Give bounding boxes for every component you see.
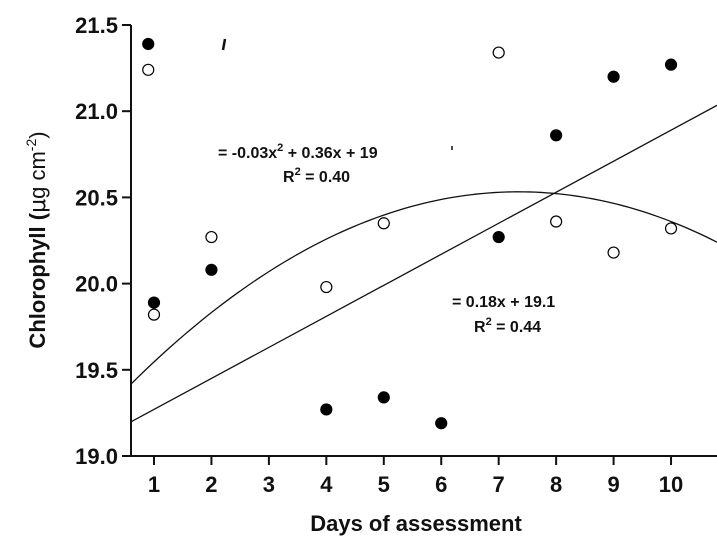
y-tick-label: 20.5 <box>75 185 118 210</box>
data-points <box>142 37 678 430</box>
fit-lines <box>130 104 717 423</box>
filled-data-point <box>607 70 620 83</box>
filled-data-point <box>492 230 505 244</box>
quadratic-fit-curve <box>130 191 717 385</box>
linear-r2-main: R <box>474 319 486 336</box>
quadratic-r2-label: R2 = 0.40 <box>283 166 350 186</box>
y-axis-title-close: ) <box>25 131 50 138</box>
open-data-point <box>607 246 620 259</box>
x-tick-label: 10 <box>659 472 683 497</box>
filled-data-point <box>377 391 390 404</box>
filled-data-point <box>550 129 563 142</box>
filled-data-point <box>205 263 218 276</box>
y-tick-label: 20.0 <box>75 272 118 297</box>
quadratic-equation-rest: + 0.36x + 19 <box>283 145 377 162</box>
y-axis-title-unit: g cm <box>25 151 50 199</box>
linear-r2-label: R2 = 0.44 <box>474 316 541 336</box>
x-tick-label: 4 <box>320 472 333 497</box>
filled-data-point <box>320 403 333 416</box>
x-tick-label: 3 <box>263 472 275 497</box>
y-tick-label: 21.0 <box>75 99 118 124</box>
open-data-point <box>664 222 678 235</box>
y-ticks: 19.0 19.5 20.0 20.5 21.0 21.5 <box>75 13 131 469</box>
quadratic-equation-label: = -0.03x2 + 0.36x + 19 <box>218 142 378 162</box>
y-tick-label: 21.5 <box>75 13 118 38</box>
x-ticks: 1 2 3 4 5 6 7 8 9 10 <box>148 456 683 497</box>
filled-data-point <box>664 58 678 71</box>
x-tick-label: 7 <box>493 472 505 497</box>
quadratic-r2-value: = 0.40 <box>301 169 350 186</box>
plot-area: 19.0 19.5 20.0 20.5 21.0 21.5 1 2 3 4 5 6 7 8 9 10 <box>75 13 717 497</box>
y-tick-label: 19.0 <box>75 444 118 469</box>
x-tick-label: 8 <box>550 472 562 497</box>
open-data-point <box>377 217 390 230</box>
x-axis-title: Days of assessment <box>310 511 522 536</box>
y-axis-title-main: Chlorophyll ( <box>25 212 50 348</box>
linear-equation-label: = 0.18x + 19.1 <box>452 294 555 311</box>
quadratic-r2-exponent: 2 <box>295 166 301 178</box>
open-data-point <box>492 46 505 59</box>
y-tick-label: 19.5 <box>75 358 118 383</box>
x-tick-label: 2 <box>205 472 217 497</box>
x-tick-label: 9 <box>607 472 619 497</box>
quadratic-equation-exponent: 2 <box>277 142 283 154</box>
x-tick-label: 6 <box>435 472 447 497</box>
x-tick-label: 5 <box>378 472 390 497</box>
open-data-point <box>320 280 333 294</box>
stray-mark-top <box>221 38 227 51</box>
filled-data-point <box>142 37 155 51</box>
x-tick-label: 1 <box>148 472 160 497</box>
filled-data-point <box>435 417 448 430</box>
open-data-point <box>147 308 161 321</box>
linear-r2-value: = 0.44 <box>492 319 541 336</box>
quadratic-equation-main: = -0.03x <box>218 145 277 162</box>
filled-data-point <box>147 296 161 309</box>
open-data-point <box>205 230 218 244</box>
open-data-point <box>142 63 155 76</box>
linear-r2-exponent: 2 <box>486 316 492 328</box>
linear-equation-main: = 0.18x + 19.1 <box>452 294 555 311</box>
quadratic-r2-main: R <box>283 169 295 186</box>
y-axis-title: Chlorophyll (μg cm-2) <box>23 131 51 348</box>
linear-fit-line <box>130 104 717 423</box>
y-axis-title-mu: μ <box>26 199 51 213</box>
y-axis-title-exponent: -2 <box>23 139 39 152</box>
open-data-point <box>550 215 563 228</box>
